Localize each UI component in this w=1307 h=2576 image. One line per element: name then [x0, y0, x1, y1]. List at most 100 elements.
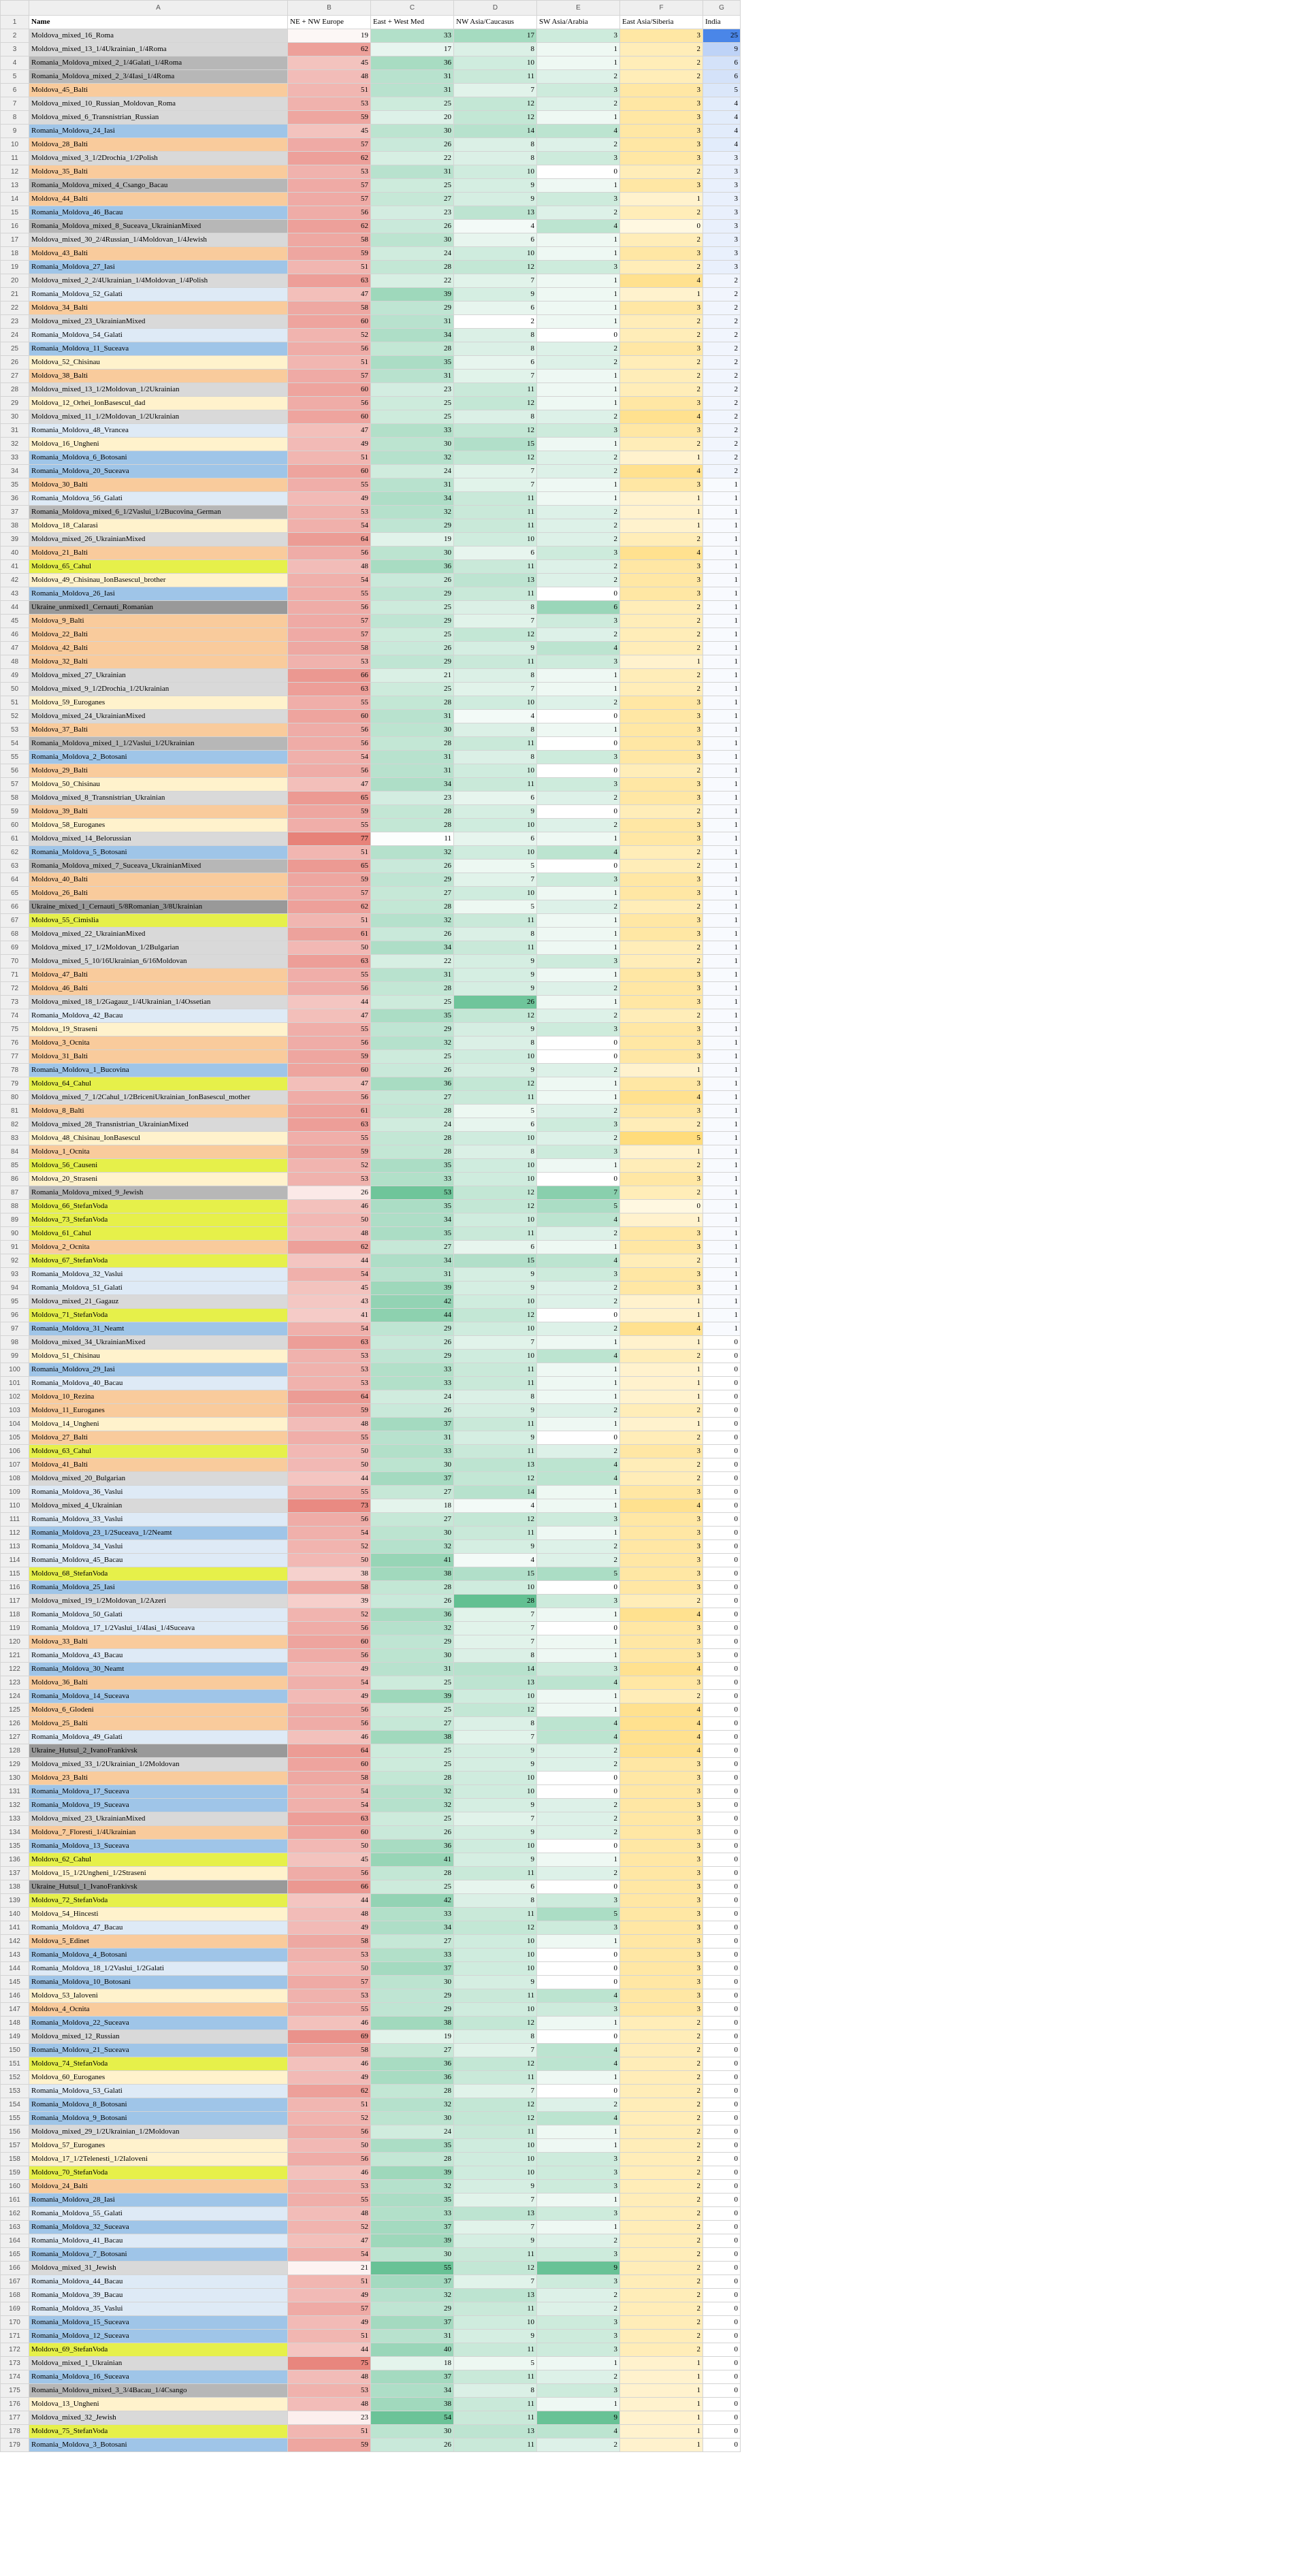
nw-asia-caucasus-cell[interactable]: 10 — [453, 1771, 537, 1785]
row-number[interactable]: 112 — [0, 1526, 29, 1540]
east-west-med-cell[interactable]: 30 — [370, 723, 454, 737]
east-west-med-cell[interactable]: 25 — [370, 178, 454, 193]
sw-asia-arabia-cell[interactable]: 9 — [536, 2411, 620, 2425]
row-number[interactable]: 44 — [0, 600, 29, 615]
row-number[interactable]: 95 — [0, 1294, 29, 1309]
sample-name-cell[interactable]: Moldova_20_Straseni — [29, 1172, 288, 1186]
row-number[interactable]: 17 — [0, 233, 29, 247]
nw-asia-caucasus-cell[interactable]: 9 — [453, 1431, 537, 1445]
ne-nw-europe-cell[interactable]: 55 — [287, 2193, 371, 2207]
ne-nw-europe-cell[interactable]: 55 — [287, 478, 371, 492]
nw-asia-caucasus-cell[interactable]: 26 — [453, 995, 537, 1009]
ne-nw-europe-cell[interactable]: 56 — [287, 764, 371, 778]
sample-name-cell[interactable]: Moldova_51_Chisinau — [29, 1349, 288, 1363]
east-asia-siberia-cell[interactable]: 3 — [619, 478, 703, 492]
ne-nw-europe-cell[interactable]: 56 — [287, 206, 371, 220]
sample-name-cell[interactable]: Moldova_38_Balti — [29, 369, 288, 383]
row-number[interactable]: 45 — [0, 614, 29, 628]
sw-asia-arabia-cell[interactable]: 1 — [536, 1077, 620, 1091]
nw-asia-caucasus-cell[interactable]: 12 — [453, 110, 537, 125]
sw-asia-arabia-cell[interactable]: 1 — [536, 301, 620, 315]
sample-name-cell[interactable]: Romania_Moldova_8_Botosani — [29, 2098, 288, 2112]
sample-name-cell[interactable]: Moldova_mixed_11_1/2Moldovan_1/2Ukrainia… — [29, 410, 288, 424]
row-number[interactable]: 167 — [0, 2275, 29, 2289]
india-cell[interactable]: 0 — [703, 1907, 741, 1921]
sample-name-cell[interactable]: Romania_Moldova_13_Suceava — [29, 1839, 288, 1853]
row-number[interactable]: 128 — [0, 1744, 29, 1758]
sample-name-cell[interactable]: Moldova_63_Cahul — [29, 1444, 288, 1458]
east-west-med-cell[interactable]: 33 — [370, 1172, 454, 1186]
sample-name-cell[interactable]: Moldova_45_Balti — [29, 83, 288, 97]
east-asia-siberia-cell[interactable]: 2 — [619, 260, 703, 274]
row-number[interactable]: 48 — [0, 655, 29, 669]
row-number[interactable]: 37 — [0, 505, 29, 519]
india-cell[interactable]: 1 — [703, 723, 741, 737]
east-west-med-cell[interactable]: 29 — [370, 1349, 454, 1363]
header-sw-asia-arabia[interactable]: SW Asia/Arabia — [536, 15, 620, 29]
east-west-med-cell[interactable]: 29 — [370, 2002, 454, 2017]
nw-asia-caucasus-cell[interactable]: 5 — [453, 2356, 537, 2370]
east-asia-siberia-cell[interactable]: 3 — [619, 1580, 703, 1595]
sw-asia-arabia-cell[interactable]: 9 — [536, 2261, 620, 2275]
nw-asia-caucasus-cell[interactable]: 11 — [453, 69, 537, 84]
east-west-med-cell[interactable]: 37 — [370, 1417, 454, 1431]
sample-name-cell[interactable]: Romania_Moldova_18_1/2Vaslui_1/2Galati — [29, 1961, 288, 1976]
nw-asia-caucasus-cell[interactable]: 12 — [453, 2261, 537, 2275]
sw-asia-arabia-cell[interactable]: 1 — [536, 941, 620, 955]
sw-asia-arabia-cell[interactable]: 0 — [536, 1975, 620, 1989]
row-number[interactable]: 115 — [0, 1567, 29, 1581]
column-header-d[interactable]: D — [453, 0, 537, 16]
india-cell[interactable]: 1 — [703, 641, 741, 655]
ne-nw-europe-cell[interactable]: 61 — [287, 1104, 371, 1118]
ne-nw-europe-cell[interactable]: 56 — [287, 600, 371, 615]
sw-asia-arabia-cell[interactable]: 3 — [536, 2166, 620, 2180]
east-west-med-cell[interactable]: 37 — [370, 2275, 454, 2289]
sample-name-cell[interactable]: Romania_Moldova_54_Galati — [29, 328, 288, 342]
sw-asia-arabia-cell[interactable]: 3 — [536, 954, 620, 968]
sw-asia-arabia-cell[interactable]: 1 — [536, 2070, 620, 2085]
nw-asia-caucasus-cell[interactable]: 7 — [453, 682, 537, 696]
ne-nw-europe-cell[interactable]: 53 — [287, 2179, 371, 2194]
row-number[interactable]: 80 — [0, 1090, 29, 1105]
east-west-med-cell[interactable]: 28 — [370, 1580, 454, 1595]
nw-asia-caucasus-cell[interactable]: 9 — [453, 2234, 537, 2248]
sw-asia-arabia-cell[interactable]: 1 — [536, 1417, 620, 1431]
east-west-med-cell[interactable]: 37 — [370, 1471, 454, 1486]
east-west-med-cell[interactable]: 25 — [370, 627, 454, 642]
sw-asia-arabia-cell[interactable]: 4 — [536, 1349, 620, 1363]
east-asia-siberia-cell[interactable]: 1 — [619, 1363, 703, 1377]
ne-nw-europe-cell[interactable]: 55 — [287, 587, 371, 601]
row-number[interactable]: 117 — [0, 1594, 29, 1608]
sample-name-cell[interactable]: Moldova_21_Balti — [29, 546, 288, 560]
india-cell[interactable]: 1 — [703, 1213, 741, 1227]
india-cell[interactable]: 0 — [703, 1390, 741, 1404]
nw-asia-caucasus-cell[interactable]: 10 — [453, 2138, 537, 2153]
sample-name-cell[interactable]: Moldova_54_Hincesti — [29, 1907, 288, 1921]
east-west-med-cell[interactable]: 30 — [370, 2247, 454, 2262]
east-west-med-cell[interactable]: 30 — [370, 1975, 454, 1989]
ne-nw-europe-cell[interactable]: 56 — [287, 546, 371, 560]
sw-asia-arabia-cell[interactable]: 4 — [536, 1730, 620, 1744]
india-cell[interactable]: 1 — [703, 791, 741, 805]
east-west-med-cell[interactable]: 24 — [370, 1118, 454, 1132]
east-west-med-cell[interactable]: 34 — [370, 491, 454, 506]
nw-asia-caucasus-cell[interactable]: 7 — [453, 1608, 537, 1622]
east-west-med-cell[interactable]: 17 — [370, 42, 454, 56]
row-number[interactable]: 56 — [0, 764, 29, 778]
nw-asia-caucasus-cell[interactable]: 11 — [453, 1363, 537, 1377]
india-cell[interactable]: 0 — [703, 2356, 741, 2370]
nw-asia-caucasus-cell[interactable]: 10 — [453, 1961, 537, 1976]
ne-nw-europe-cell[interactable]: 57 — [287, 2302, 371, 2316]
india-cell[interactable]: 0 — [703, 2343, 741, 2357]
row-number[interactable]: 151 — [0, 2057, 29, 2071]
nw-asia-caucasus-cell[interactable]: 12 — [453, 1921, 537, 1935]
east-asia-siberia-cell[interactable]: 2 — [619, 1009, 703, 1023]
ne-nw-europe-cell[interactable]: 63 — [287, 1118, 371, 1132]
row-number[interactable]: 135 — [0, 1839, 29, 1853]
east-asia-siberia-cell[interactable]: 3 — [619, 342, 703, 356]
sample-name-cell[interactable]: Moldova_75_StefanVoda — [29, 2424, 288, 2439]
sw-asia-arabia-cell[interactable]: 2 — [536, 519, 620, 533]
nw-asia-caucasus-cell[interactable]: 9 — [453, 1744, 537, 1758]
east-asia-siberia-cell[interactable]: 1 — [619, 655, 703, 669]
header-name[interactable]: Name — [29, 15, 288, 29]
